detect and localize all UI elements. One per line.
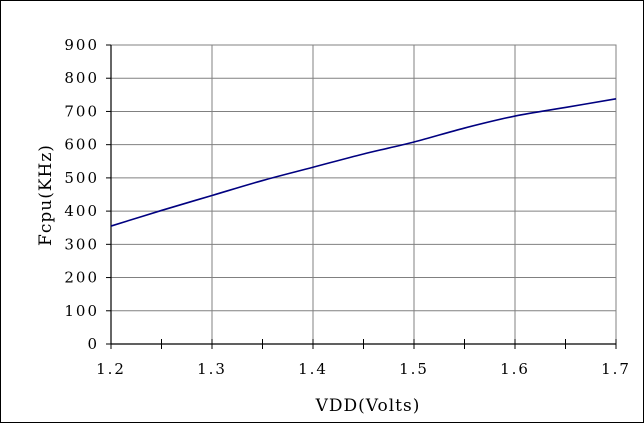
y-axis-title: Fcpu(KHz)	[36, 144, 56, 246]
y-tick-label: 200	[64, 269, 99, 287]
x-tick-label: 1.4	[298, 360, 328, 378]
plot-area-border	[110, 44, 617, 345]
series-line	[110, 98, 617, 227]
y-tick-label: 800	[64, 69, 99, 87]
y-tick-label: 300	[64, 235, 99, 253]
x-tick-label: 1.3	[197, 360, 227, 378]
y-tick-label: 600	[64, 136, 99, 154]
x-tick-label: 1.7	[601, 360, 631, 378]
y-tick-label: 700	[64, 102, 99, 120]
y-tick-label: 100	[64, 302, 99, 320]
y-tick-label: 900	[64, 36, 99, 54]
y-tick-label: 0	[87, 335, 99, 353]
x-axis-ticks: 1.2 1.3 1.4 1.5 1.6 1.7	[96, 339, 631, 378]
x-tick-label: 1.2	[96, 360, 126, 378]
y-tick-label: 400	[64, 202, 99, 220]
x-axis-title: VDD(Volts)	[315, 396, 421, 416]
x-tick-label: 1.6	[500, 360, 530, 378]
x-tick-label: 1.5	[399, 360, 429, 378]
grid-lines	[110, 44, 617, 345]
axes	[110, 45, 616, 345]
y-axis-ticks: 0 100 200 300 400 500 600 700 800 900	[64, 36, 111, 353]
y-tick-label: 500	[64, 169, 99, 187]
series-group	[110, 98, 617, 227]
